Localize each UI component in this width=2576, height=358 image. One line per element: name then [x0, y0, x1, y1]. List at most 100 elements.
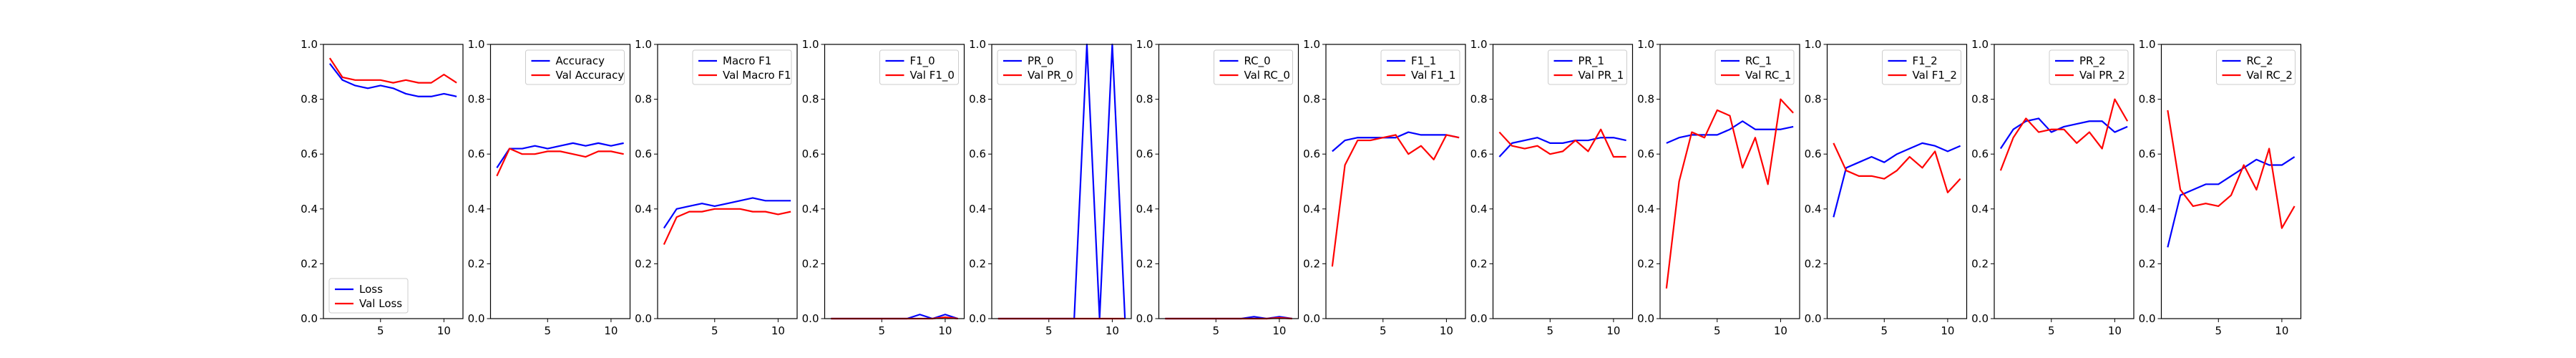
- legend-box: [525, 49, 625, 85]
- series-line-val: [1833, 142, 1961, 193]
- series-line-val: [1498, 128, 1626, 158]
- axes-frame: [1659, 44, 1800, 319]
- y-tick-label: 0.8: [1303, 93, 1320, 106]
- axes-frame: [1994, 44, 2135, 319]
- chart-panel-2: 0.0 0.2 0.4 0.6 0.8 1.0 5 10 Accuracy Val Accurac…: [468, 38, 631, 337]
- x-tick-label: 10: [1606, 324, 1620, 337]
- x-tick-label: 10: [1774, 324, 1787, 337]
- y-tick-label: 0.4: [1303, 203, 1320, 216]
- legend-label: RC_1: [1745, 54, 1772, 68]
- legend-label: Val PR_0: [1028, 69, 1073, 82]
- series-line-train: [2167, 156, 2296, 248]
- series-line-val: [1999, 98, 2129, 171]
- x-tick-label: 5: [1880, 324, 1888, 337]
- axes-frame: [2160, 44, 2302, 319]
- y-tick-label: 1.0: [1971, 38, 1989, 51]
- x-tick-label: 5: [377, 324, 384, 337]
- legend-label: Accuracy: [556, 54, 605, 67]
- y-tick-label: 1.0: [1805, 38, 1822, 51]
- y-tick-label: 0.6: [802, 147, 819, 160]
- y-tick-label: 0.4: [1637, 203, 1654, 216]
- series-line-train: [1666, 120, 1794, 144]
- x-tick-label: 10: [771, 324, 785, 337]
- legend: Accuracy Val Accuracy: [525, 49, 625, 85]
- legend-label: Val F1_1: [1411, 69, 1455, 82]
- axes-frame: [991, 44, 1132, 319]
- y-tick-label: 0.6: [1805, 147, 1822, 160]
- legend-label: Macro F1: [723, 54, 771, 67]
- y-tick-label: 0.4: [468, 203, 485, 216]
- y-tick-label: 0.8: [1971, 93, 1989, 106]
- x-tick-label: 5: [2215, 324, 2222, 337]
- series-line-val: [1331, 134, 1460, 267]
- y-tick-label: 0.0: [1303, 312, 1320, 325]
- y-tick-label: 0.2: [802, 257, 819, 270]
- y-tick-label: 0.8: [468, 93, 485, 106]
- y-tick-label: 1.0: [802, 38, 819, 51]
- legend-label: Loss: [359, 283, 383, 296]
- x-tick-label: 5: [1212, 324, 1219, 337]
- series-line-train: [997, 43, 1126, 320]
- y-tick-label: 1.0: [301, 38, 318, 51]
- y-tick-label: 0.4: [301, 203, 318, 216]
- y-tick-label: 0.2: [2139, 257, 2156, 270]
- legend-label: F1_2: [1913, 54, 1938, 68]
- x-tick-label: 5: [544, 324, 551, 337]
- legend-label: RC_0: [1244, 54, 1271, 68]
- x-tick-label: 5: [878, 324, 885, 337]
- legend-label: Val RC_0: [1244, 69, 1290, 82]
- y-tick-label: 1.0: [1470, 38, 1488, 51]
- y-tick-label: 0.8: [301, 93, 318, 106]
- y-tick-label: 1.0: [1136, 38, 1153, 51]
- y-tick-label: 0.6: [1971, 147, 1989, 160]
- y-tick-label: 0.2: [1470, 257, 1488, 270]
- legend-label: Val Macro F1: [723, 69, 791, 82]
- x-tick-label: 5: [2048, 324, 2055, 337]
- y-tick-label: 0.2: [1303, 257, 1320, 270]
- y-tick-label: 0.8: [802, 93, 819, 106]
- axes-frame: [1158, 44, 1299, 319]
- y-tick-label: 0.4: [1971, 203, 1989, 216]
- y-tick-label: 0.6: [2139, 147, 2156, 160]
- axes-frame: [1826, 44, 1968, 319]
- y-tick-label: 0.2: [1136, 257, 1153, 270]
- series-line-train: [1332, 131, 1460, 153]
- series-line-val: [328, 57, 457, 84]
- legend-label: Val PR_2: [2079, 69, 2125, 82]
- y-tick-label: 0.8: [2139, 93, 2156, 106]
- y-tick-label: 0.6: [1136, 147, 1153, 160]
- legend-label: PR_0: [1028, 54, 1054, 68]
- x-tick-label: 10: [604, 324, 618, 337]
- y-tick-label: 1.0: [1637, 38, 1654, 51]
- y-tick-label: 0.4: [969, 203, 986, 216]
- y-tick-label: 0.6: [468, 147, 485, 160]
- series-line-val: [2167, 110, 2296, 229]
- y-tick-label: 0.4: [1136, 203, 1153, 216]
- y-tick-label: 0.2: [1805, 257, 1822, 270]
- x-tick-label: 5: [1714, 324, 1721, 337]
- x-tick-label: 10: [1440, 324, 1453, 337]
- series-line-val: [496, 147, 624, 177]
- y-tick-label: 1.0: [1303, 38, 1320, 51]
- y-tick-label: 0.8: [969, 93, 986, 106]
- y-tick-label: 0.6: [1470, 147, 1488, 160]
- y-tick-label: 0.8: [1136, 93, 1153, 106]
- y-tick-label: 1.0: [2139, 38, 2156, 51]
- series-line-val: [1665, 98, 1794, 289]
- x-tick-label: 10: [2275, 324, 2288, 337]
- y-tick-label: 0.4: [635, 203, 652, 216]
- x-tick-label: 10: [2108, 324, 2122, 337]
- x-tick-label: 10: [437, 324, 451, 337]
